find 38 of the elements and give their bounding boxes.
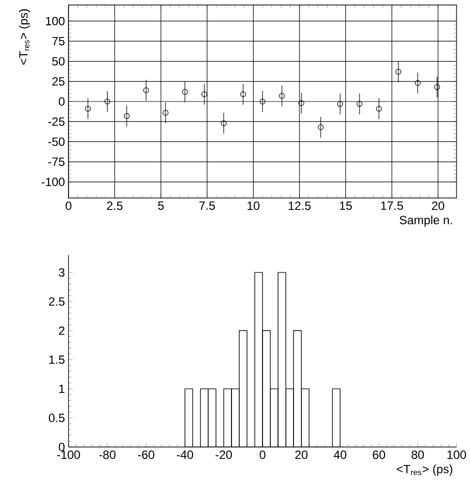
x-tick-label: 100 xyxy=(448,450,466,459)
x-tick-label: 15 xyxy=(340,202,352,210)
y-tick-label: -25 xyxy=(48,117,65,126)
y-tick-label: -100 xyxy=(42,178,65,186)
y-tick-label: 2.5 xyxy=(49,297,65,306)
x-tick-label: -60 xyxy=(138,450,155,459)
y-tick-label: 2 xyxy=(59,326,65,335)
y-tick-label: 1 xyxy=(60,384,65,393)
x-axis-title: Sample n. xyxy=(400,216,452,227)
x-tick-label: -40 xyxy=(177,450,194,459)
x-tick-label: 12.5 xyxy=(288,202,311,210)
x-tick-label: 2.5 xyxy=(107,202,123,210)
y-tick-label: 75 xyxy=(52,37,65,46)
y-tick-label: 0 xyxy=(59,97,65,106)
x-tick-label: 0 xyxy=(260,450,266,459)
y-tick-label: -75 xyxy=(48,158,65,166)
y-tick-label: 50 xyxy=(52,57,65,66)
y-tick-label: 3 xyxy=(59,268,65,277)
y-tick-label: -50 xyxy=(48,137,65,146)
y-axis-title: <T$_{res}$> (ps) xyxy=(19,9,30,65)
x-tick-label: 40 xyxy=(334,450,347,459)
x-tick-label: 5 xyxy=(158,202,164,210)
x-tick-label: 20 xyxy=(432,202,444,210)
y-tick-label: 0 xyxy=(59,442,65,452)
x-tick-label: -20 xyxy=(216,450,232,459)
x-tick-label: 7.5 xyxy=(200,202,216,210)
y-tick-label: 0.5 xyxy=(49,414,65,422)
x-tick-label: 80 xyxy=(412,450,424,459)
x-tick-label: 20 xyxy=(296,450,308,459)
y-tick-label: 100 xyxy=(46,16,65,26)
x-tick-label: 0 xyxy=(66,202,72,210)
x-axis-title: <T$_{res}$> (ps) xyxy=(397,464,452,476)
y-tick-label: 25 xyxy=(52,77,65,86)
x-tick-label: 60 xyxy=(373,450,386,459)
y-tick-label: 1.5 xyxy=(50,356,65,364)
x-tick-label: -80 xyxy=(99,450,116,459)
x-tick-label: 17.5 xyxy=(381,202,404,210)
x-tick-label: 10 xyxy=(248,202,260,210)
